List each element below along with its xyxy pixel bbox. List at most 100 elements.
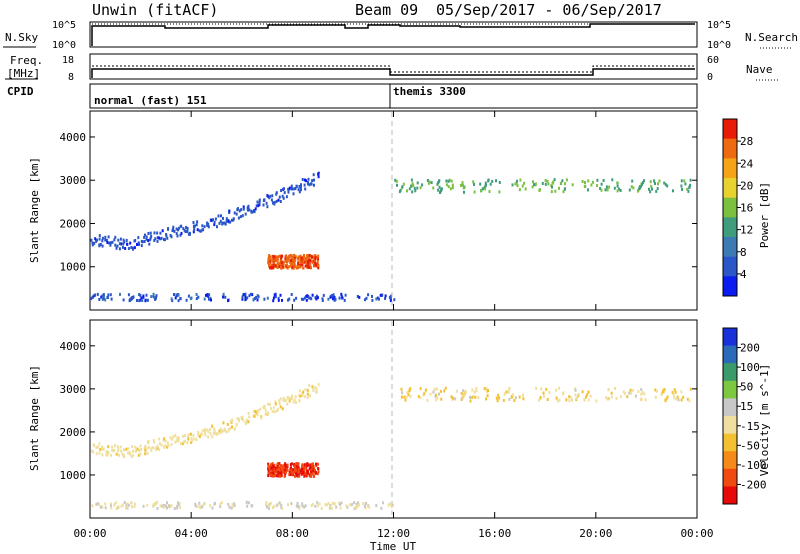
y-tick-label: 1000 [60,261,87,274]
echo-cell [663,181,666,185]
echo-cell [305,298,308,302]
echo-cell [313,178,315,182]
echo-cell [480,189,482,193]
echo-cell [226,423,229,426]
echo-cell [574,388,577,392]
echo-cell [118,247,121,251]
echo-cell [94,293,97,297]
echo-cell [93,443,95,447]
echo-cell [649,180,652,184]
echo-cell [154,297,157,301]
echo-cell [105,450,108,454]
echo-cell [472,180,475,184]
echo-cell [307,260,309,264]
echo-cell [666,395,669,399]
echo-cell [156,231,159,235]
echo-cell [164,238,166,242]
echo-cell [144,299,147,303]
echo-cell [180,224,183,228]
echo-cell [244,292,247,296]
echo-cell [276,503,279,507]
echo-cell [166,236,169,240]
echo-cell [238,417,240,421]
echo-cell [565,398,568,402]
echo-cell [640,392,643,396]
echo-cell [312,387,315,391]
echo-cell [654,395,657,399]
echo-cell [176,234,179,238]
echo-cell [104,298,107,302]
echo-cell [228,505,231,509]
echo-cell [268,264,271,268]
echo-cell [140,296,143,300]
echo-cell [315,387,318,391]
echo-cell [288,473,291,477]
echo-cell [225,430,228,434]
echo-cell [273,468,276,472]
echo-cell [207,225,210,229]
colorbar-segment [723,345,737,364]
echo-cell [95,445,98,449]
echo-cell [109,243,112,247]
echo-cell [618,187,621,191]
echo-cell [611,178,614,182]
echo-cell [117,238,120,242]
echo-cell [628,188,631,192]
echo-cell [149,236,152,240]
echo-cell [599,187,602,190]
echo-cell [270,469,273,473]
echo-cell [242,293,245,296]
echo-cell [286,465,289,469]
colorbar-segment [723,217,737,238]
echo-cell [606,397,609,401]
echo-cell [253,297,256,300]
echo-cell [303,463,306,467]
echo-cell [159,504,162,508]
echo-cell [272,406,275,410]
echo-cell [522,393,524,397]
colorbar-segment [723,416,737,435]
echo-cell [474,395,477,399]
echo-cell [316,260,319,264]
echo-cell [301,465,303,468]
echo-cell [260,416,263,420]
echo-cell [269,194,272,198]
echo-cell [203,297,206,301]
echo-cell [272,506,274,510]
echo-cell [218,221,221,225]
echo-cell [222,421,225,425]
echo-cell [186,230,189,233]
echo-cell [227,429,230,433]
echo-cell [209,296,212,300]
echo-cell [278,402,281,405]
echo-cell [229,419,232,423]
echo-cell [317,467,320,471]
echo-cell [232,218,235,222]
echo-cell [156,446,159,450]
echo-cell [282,470,285,474]
echo-cell [435,387,438,391]
echo-cell [250,209,253,213]
colorbar-tick-label: 100 [740,361,760,374]
echo-cell [195,437,198,441]
echo-cell [284,463,287,467]
echo-cell [110,297,113,301]
echo-cell [313,183,315,187]
echo-cell [293,187,296,191]
echo-cell [282,260,285,264]
echo-cell [110,453,112,457]
echo-cell [303,183,306,187]
echo-cell [240,208,243,212]
echo-cell [419,396,422,400]
echo-cell [107,451,110,455]
echo-cell [394,178,397,182]
echo-cell [290,259,293,262]
echo-cell [409,394,412,398]
nave-tick-bottom: 0 [707,72,713,83]
echo-cell [289,261,292,265]
echo-cell [173,293,175,296]
echo-cell [619,189,622,192]
echo-cell [132,295,135,299]
echo-cell [246,296,249,300]
